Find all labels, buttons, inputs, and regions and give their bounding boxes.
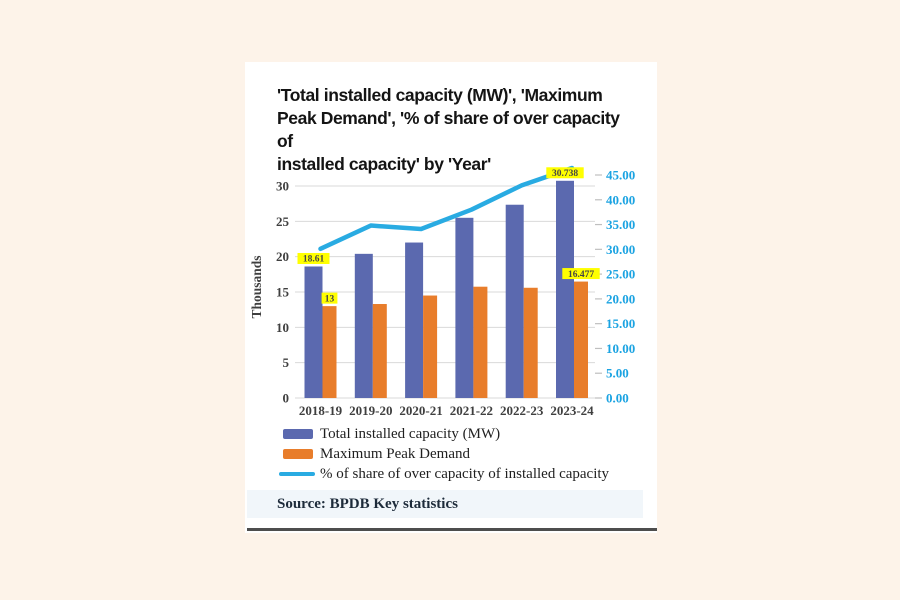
- svg-text:35.00: 35.00: [606, 217, 635, 232]
- svg-text:20.00: 20.00: [606, 291, 635, 306]
- svg-text:10.00: 10.00: [606, 341, 635, 356]
- svg-text:45.00: 45.00: [606, 168, 635, 183]
- legend-item-installed-capacity: Total installed capacity (MW): [283, 424, 653, 444]
- svg-text:2019-20: 2019-20: [349, 403, 392, 418]
- source-text: Source: BPDB Key statistics: [277, 495, 458, 512]
- svg-text:18.61: 18.61: [303, 255, 325, 265]
- svg-text:25: 25: [276, 214, 290, 229]
- svg-text:2018-19: 2018-19: [299, 403, 343, 418]
- chart-title-line-2: Peak Demand', '% of share of over capaci…: [277, 108, 620, 151]
- svg-text:15: 15: [276, 285, 290, 300]
- chart-svg: 0.00 5.00 10.00 15.00 20.00 25.00 30.00 35.00 40…: [249, 165, 635, 418]
- svg-text:30: 30: [276, 179, 289, 194]
- source-strip: Source: BPDB Key statistics: [247, 490, 643, 518]
- svg-text:5: 5: [283, 355, 290, 370]
- svg-text:0.00: 0.00: [606, 391, 629, 406]
- chart-title: 'Total installed capacity (MW)', 'Maximu…: [277, 84, 637, 176]
- svg-text:13: 13: [325, 294, 335, 304]
- legend-item-peak-demand: Maximum Peak Demand: [283, 444, 653, 464]
- chart-title-line-1: 'Total installed capacity (MW)', 'Maximu…: [277, 85, 603, 105]
- svg-text:0: 0: [283, 391, 290, 406]
- chart-plot-area: 0.00 5.00 10.00 15.00 20.00 25.00 30.00 35.00 40…: [245, 160, 657, 426]
- legend-swatch-over-capacity-share: [279, 471, 315, 477]
- svg-text:20: 20: [276, 249, 289, 264]
- svg-text:Thousands: Thousands: [249, 255, 264, 318]
- svg-text:40.00: 40.00: [606, 192, 635, 207]
- svg-text:2023-24: 2023-24: [550, 403, 594, 418]
- svg-text:30.738: 30.738: [552, 169, 578, 179]
- svg-text:2020-21: 2020-21: [399, 403, 442, 418]
- legend-swatch-installed-capacity: [283, 429, 313, 439]
- chart-card: 'Total installed capacity (MW)', 'Maximu…: [245, 62, 657, 533]
- svg-text:30.00: 30.00: [606, 242, 635, 257]
- chart-legend: Total installed capacity (MW) Maximum Pe…: [279, 424, 653, 484]
- legend-label-peak-demand: Maximum Peak Demand: [320, 445, 470, 462]
- legend-label-over-capacity-share: % of share of over capacity of installed…: [320, 465, 610, 482]
- legend-item-over-capacity-share: % of share of over capacity of installed…: [279, 464, 653, 484]
- svg-text:16.477: 16.477: [568, 270, 594, 280]
- svg-text:15.00: 15.00: [606, 316, 635, 331]
- chart-title-line-3: installed capacity' by 'Year': [277, 154, 491, 174]
- legend-swatch-peak-demand: [283, 449, 313, 459]
- svg-text:5.00: 5.00: [606, 366, 629, 381]
- svg-text:25.00: 25.00: [606, 267, 635, 282]
- svg-text:2021-22: 2021-22: [450, 403, 493, 418]
- svg-text:10: 10: [276, 320, 289, 335]
- card-bottom-rule: [247, 528, 657, 531]
- svg-text:2022-23: 2022-23: [500, 403, 544, 418]
- legend-label-installed-capacity: Total installed capacity (MW): [320, 425, 501, 442]
